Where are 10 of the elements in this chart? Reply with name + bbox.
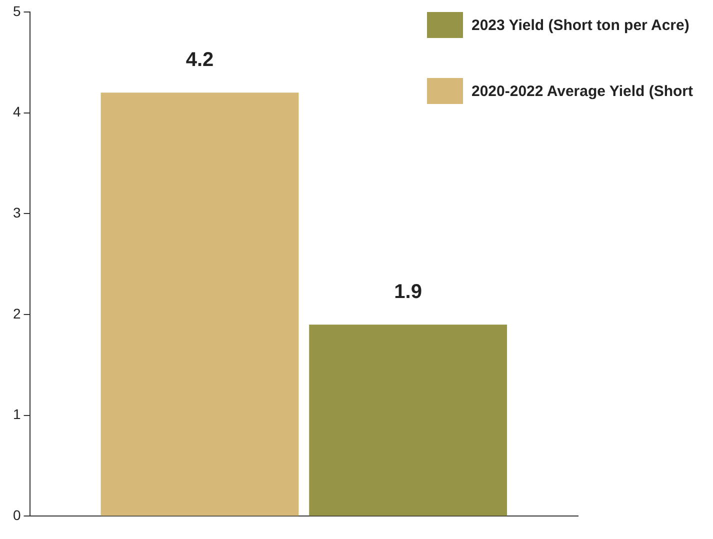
y-tick-label: 4 (12, 104, 21, 120)
y-tick-label: 0 (12, 507, 21, 524)
y-tick-label: 3 (12, 204, 21, 221)
y-tick-label: 2 (12, 305, 21, 322)
y-tick-label: 1 (12, 406, 21, 422)
y-tick-label: 5 (12, 2, 21, 19)
data-label: 4.2 (186, 49, 214, 72)
data-label: 1.9 (394, 281, 422, 304)
legend-label: 2020-2022 Average Yield (Short (472, 82, 693, 100)
legend-label: 2023 Yield (Short ton per Acre) (472, 16, 690, 34)
